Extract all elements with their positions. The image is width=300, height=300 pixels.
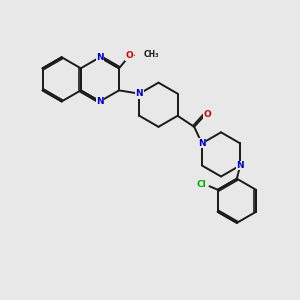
Text: N: N [236,161,244,170]
Text: N: N [198,139,206,148]
Text: O: O [204,110,212,119]
Text: N: N [136,89,143,98]
Text: CH₃: CH₃ [144,50,160,59]
Text: N: N [136,89,143,98]
Text: N: N [96,97,104,106]
Text: Cl: Cl [196,180,206,189]
Text: N: N [96,53,104,62]
Text: O: O [125,51,133,60]
Text: N: N [198,139,206,148]
